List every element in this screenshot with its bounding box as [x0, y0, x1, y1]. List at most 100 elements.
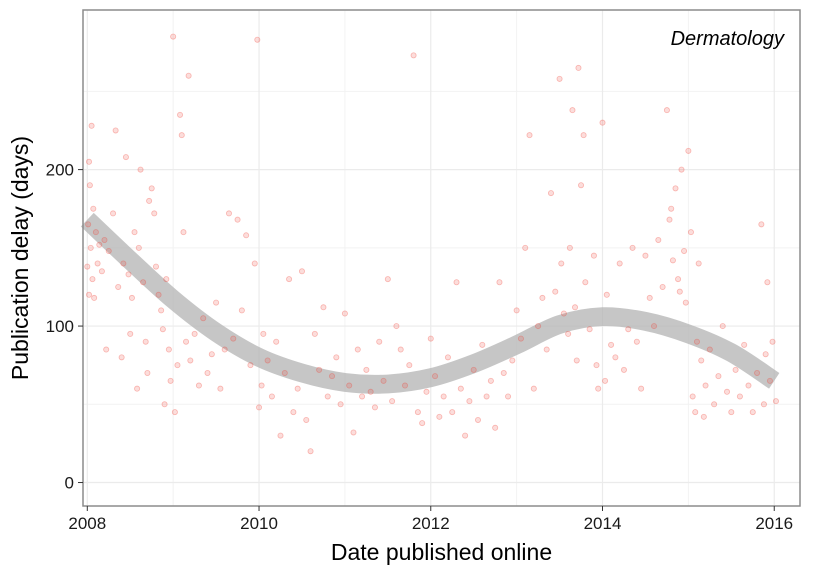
- data-point: [566, 244, 573, 251]
- data-point: [492, 424, 499, 431]
- data-point: [569, 107, 576, 114]
- data-point: [277, 432, 284, 439]
- data-point: [681, 247, 688, 254]
- data-point: [268, 393, 275, 400]
- data-point: [148, 185, 155, 192]
- data-point: [719, 323, 726, 330]
- data-point: [191, 330, 198, 337]
- data-point: [695, 260, 702, 267]
- data-point: [208, 351, 215, 358]
- data-point: [120, 260, 127, 267]
- data-point: [260, 330, 267, 337]
- data-point: [110, 210, 117, 217]
- data-point: [749, 409, 756, 416]
- data-point: [466, 398, 473, 405]
- data-point: [96, 241, 103, 248]
- data-point: [238, 307, 245, 314]
- data-point: [298, 268, 305, 275]
- data-point: [602, 377, 609, 384]
- data-point: [668, 205, 675, 212]
- data-point: [595, 385, 602, 392]
- data-point: [590, 252, 597, 259]
- data-point: [341, 310, 348, 317]
- smooth-fit-band-path: [80, 212, 780, 394]
- data-point: [575, 64, 582, 71]
- data-point: [144, 370, 151, 377]
- data-point: [84, 263, 91, 270]
- data-point: [629, 244, 636, 251]
- data-point: [251, 260, 258, 267]
- y-tick-label: 0: [65, 474, 74, 493]
- data-point: [118, 354, 125, 361]
- data-point: [137, 166, 144, 173]
- data-point: [633, 338, 640, 345]
- data-point: [612, 354, 619, 361]
- data-point: [470, 366, 477, 373]
- y-tick-label: 100: [46, 317, 74, 336]
- axes: 2008 2010 2012 2014 2016 0 100 200: [46, 161, 794, 533]
- data-point: [745, 382, 752, 389]
- data-point: [180, 229, 187, 236]
- data-point: [171, 409, 178, 416]
- data-point: [112, 127, 119, 134]
- data-point: [376, 338, 383, 345]
- data-point: [539, 294, 546, 301]
- data-point: [685, 147, 692, 154]
- data-point: [513, 307, 520, 314]
- data-point: [200, 315, 207, 322]
- data-point: [85, 221, 92, 228]
- panel-label: Dermatology: [671, 28, 785, 50]
- data-point: [599, 119, 606, 126]
- data-point: [432, 373, 439, 380]
- data-point: [440, 393, 447, 400]
- data-point: [642, 252, 649, 259]
- data-point: [543, 346, 550, 353]
- data-point: [522, 244, 529, 251]
- data-point: [736, 393, 743, 400]
- data-point: [675, 276, 682, 283]
- data-point: [105, 247, 112, 254]
- data-point: [311, 330, 318, 337]
- data-point: [558, 260, 565, 267]
- data-point: [158, 307, 165, 314]
- data-point: [185, 72, 192, 79]
- data-point: [247, 362, 254, 369]
- data-point: [142, 338, 149, 345]
- data-point: [234, 216, 241, 223]
- data-point: [177, 111, 184, 118]
- data-point: [159, 326, 166, 333]
- data-point: [350, 429, 357, 436]
- data-point: [578, 182, 585, 189]
- data-point: [88, 122, 95, 129]
- data-point: [666, 216, 673, 223]
- data-point: [273, 338, 280, 345]
- data-point: [702, 382, 709, 389]
- data-point: [230, 335, 237, 342]
- data-point: [264, 357, 271, 364]
- data-point: [346, 382, 353, 389]
- data-point: [337, 401, 344, 408]
- data-point: [457, 385, 464, 392]
- data-point: [764, 279, 771, 286]
- data-point: [131, 229, 138, 236]
- data-point: [760, 401, 767, 408]
- data-point: [663, 107, 670, 114]
- x-tick-label: 2012: [412, 514, 450, 533]
- data-point: [678, 166, 685, 173]
- data-point: [217, 385, 224, 392]
- scatter-points: [84, 33, 779, 455]
- data-point: [397, 346, 404, 353]
- data-point: [91, 294, 98, 301]
- data-point: [389, 398, 396, 405]
- data-point: [728, 409, 735, 416]
- panel-border: [82, 9, 801, 507]
- data-point: [225, 210, 232, 217]
- data-point: [530, 385, 537, 392]
- data-point: [414, 409, 421, 416]
- data-point: [700, 413, 707, 420]
- data-point: [659, 283, 666, 290]
- data-point: [324, 393, 331, 400]
- data-point: [565, 330, 572, 337]
- data-point: [286, 276, 293, 283]
- data-point: [754, 370, 761, 377]
